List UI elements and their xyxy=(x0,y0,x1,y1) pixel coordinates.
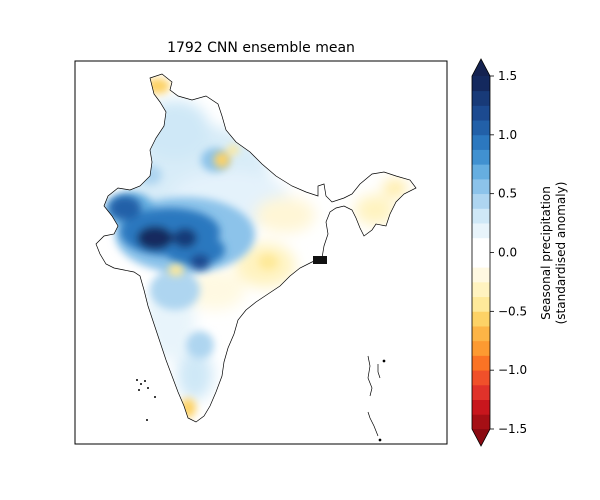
colorbar-ticks: 1.5 1.0 0.5 0.0 −0.5 −1.0 −1.5 xyxy=(490,69,527,436)
colorbar-segment xyxy=(472,90,490,106)
colorbar-segment xyxy=(472,193,490,209)
delta-coast xyxy=(313,256,327,264)
colorbar-label-line1: Seasonal precipitation xyxy=(539,186,553,320)
colorbar-segment xyxy=(472,120,490,136)
colorbar-tick-label: 1.5 xyxy=(498,69,517,83)
colorbar-segment xyxy=(472,311,490,327)
colorbar-segment xyxy=(472,326,490,342)
colorbar-segment xyxy=(472,384,490,400)
colorbar-segment xyxy=(472,149,490,165)
colorbar-segment xyxy=(472,355,490,371)
colorbar-extend-low xyxy=(472,429,490,446)
colorbar-segment xyxy=(472,399,490,415)
colorbar-segment xyxy=(472,340,490,356)
colorbar xyxy=(471,58,491,447)
colorbar-segment xyxy=(472,252,490,268)
colorbar-tick-label: −1.0 xyxy=(498,363,527,377)
lakshadweep-islands xyxy=(136,379,156,421)
colorbar-segment xyxy=(472,281,490,298)
colorbar-segment xyxy=(472,178,490,195)
colorbar-segment xyxy=(472,296,490,312)
colorbar-segment xyxy=(472,105,490,121)
colorbar-tick-label: −0.5 xyxy=(498,304,527,318)
colorbar-extend-high xyxy=(472,59,490,76)
colorbar-tick-label: 1.0 xyxy=(498,128,517,142)
colorbar-segment xyxy=(472,370,490,386)
colorbar-tick-label: 0.0 xyxy=(498,246,517,260)
colorbar-segment xyxy=(472,414,490,430)
colorbar-tick-label: 0.5 xyxy=(498,187,517,201)
map-title: 1792 CNN ensemble mean xyxy=(167,40,355,56)
colorbar-segment xyxy=(472,237,490,253)
colorbar-segment xyxy=(472,164,490,180)
colorbar-segment xyxy=(472,76,490,92)
colorbar-segment xyxy=(472,134,490,150)
colorbar-segment xyxy=(472,208,490,224)
colorbar-label-line2: (standardised anomaly) xyxy=(554,182,568,325)
colorbar-tick-label: −1.5 xyxy=(498,422,527,436)
andaman-nicobar-islands xyxy=(367,355,386,442)
colorbar-segment xyxy=(472,223,490,239)
colorbar-segment xyxy=(472,267,490,283)
